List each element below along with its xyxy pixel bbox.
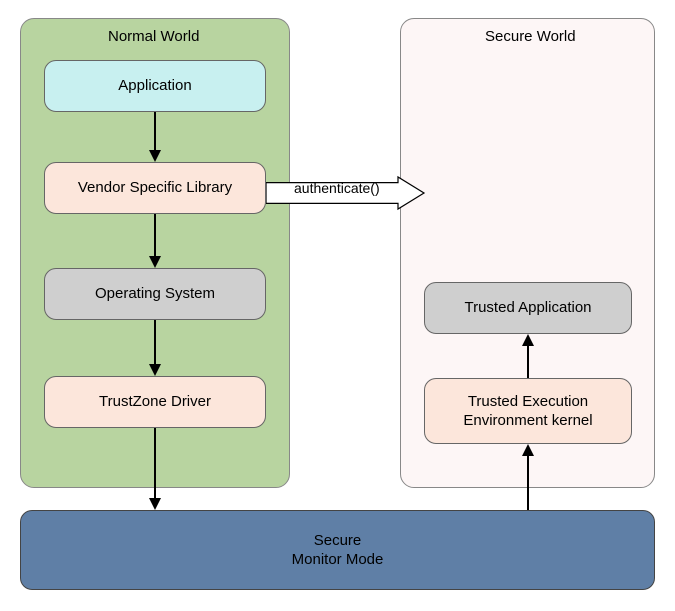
node-os: Operating System: [44, 268, 266, 320]
node-tee-kernel: Trusted Execution Environment kernel: [424, 378, 632, 444]
arrow-tz-to-monitor-head: [149, 498, 161, 510]
node-monitor: Secure Monitor Mode: [20, 510, 655, 590]
arrow-tee-to-trusted-line: [527, 344, 529, 378]
node-trusted-app: Trusted Application: [424, 282, 632, 334]
arrow-os-to-tz-line: [154, 320, 156, 366]
arrow-vendor-to-os-head: [149, 256, 161, 268]
node-tz-driver: TrustZone Driver: [44, 376, 266, 428]
arrow-app-to-vendor-line: [154, 112, 156, 152]
authenticate-label: authenticate(): [294, 180, 380, 196]
arrow-vendor-to-os-line: [154, 214, 156, 258]
node-tee-kernel-label: Trusted Execution Environment kernel: [463, 392, 592, 431]
world-normal-title: Normal World: [108, 28, 199, 45]
arrow-monitor-to-tee-line: [527, 454, 529, 510]
arrow-os-to-tz-head: [149, 364, 161, 376]
node-application: Application: [44, 60, 266, 112]
node-os-label: Operating System: [95, 284, 215, 304]
node-monitor-label: Secure Monitor Mode: [292, 531, 384, 570]
arrow-tz-to-monitor-line: [154, 428, 156, 500]
node-vendor-lib-label: Vendor Specific Library: [78, 178, 232, 198]
world-secure-title: Secure World: [485, 28, 576, 45]
node-trusted-app-label: Trusted Application: [464, 298, 591, 318]
arrow-tee-to-trusted-head: [522, 334, 534, 346]
node-tz-driver-label: TrustZone Driver: [99, 392, 211, 412]
arrow-app-to-vendor-head: [149, 150, 161, 162]
node-application-label: Application: [118, 76, 191, 96]
node-vendor-lib: Vendor Specific Library: [44, 162, 266, 214]
arrow-monitor-to-tee-head: [522, 444, 534, 456]
